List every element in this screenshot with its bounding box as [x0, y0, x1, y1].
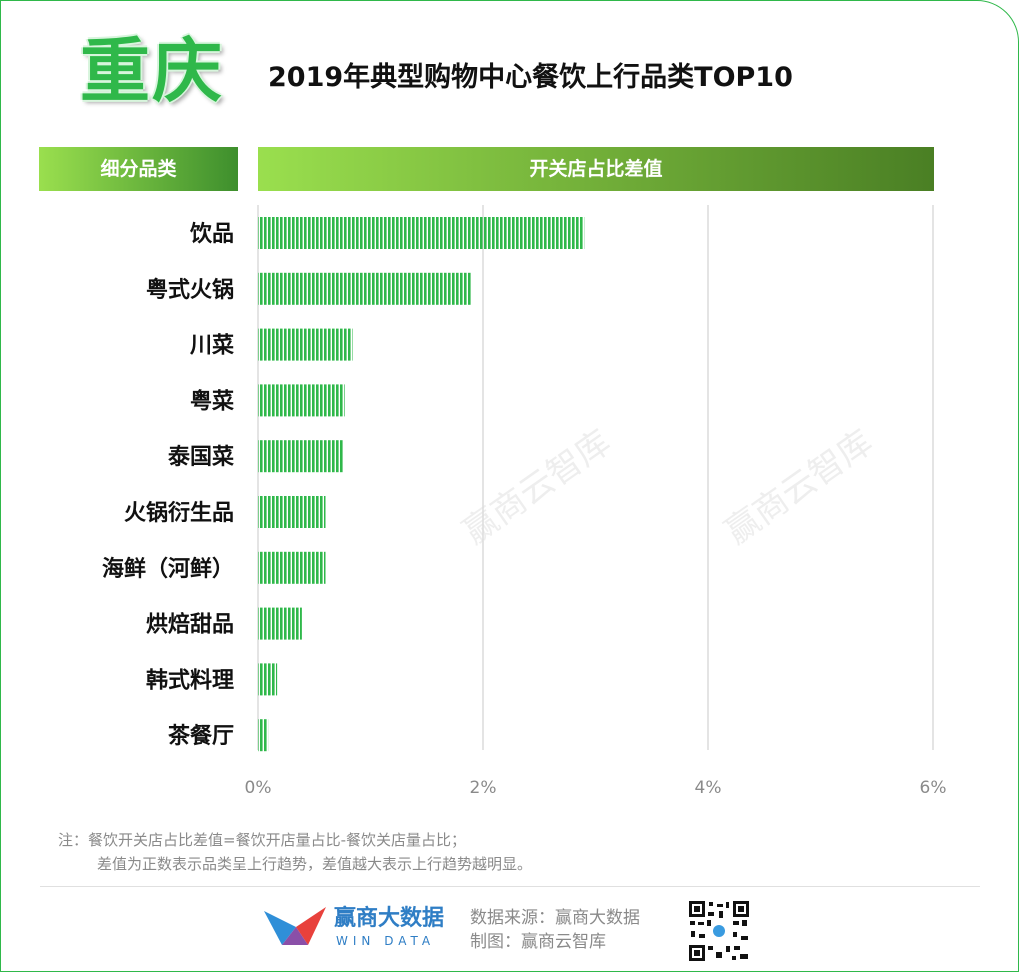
x-tick-label: 2%	[470, 778, 497, 798]
value-header: 开关店占比差值	[258, 147, 934, 191]
footer-divider	[40, 886, 980, 887]
x-tick-label: 4%	[695, 778, 722, 798]
bar	[258, 551, 326, 584]
chart-title: 2019年典型购物中心餐饮上行品类TOP10	[268, 62, 793, 93]
category-label: 韩式料理	[146, 667, 234, 693]
category-label: 川菜	[189, 334, 234, 359]
category-label: 茶餐厅	[168, 724, 234, 749]
bar	[258, 217, 585, 249]
category-label: 饮品	[189, 222, 234, 247]
brand-name: 赢商大数据	[334, 906, 445, 931]
bar	[258, 496, 326, 528]
note-line-1: 注：餐饮开关店占比差值=餐饮开店量占比-餐饮关店量占比；	[58, 831, 466, 849]
bar	[258, 272, 472, 305]
category-label: 海鲜（河鲜）	[102, 556, 234, 582]
category-label: 粤菜	[190, 388, 234, 414]
chart-maker: 制图：赢商云智库	[470, 932, 606, 952]
x-tick-label: 0%	[245, 778, 272, 798]
category-header: 细分品类	[39, 147, 238, 191]
qr-code-icon	[688, 900, 750, 962]
bar	[258, 607, 302, 640]
bar	[258, 328, 353, 361]
win-data-logo-icon	[264, 907, 326, 945]
city-title: 重庆	[80, 30, 224, 112]
note-line-2: 差值为正数表示品类呈上行趋势，差值越大表示上行趋势越明显。	[97, 855, 533, 873]
category-label: 粤式火锅	[146, 277, 234, 303]
bar	[258, 440, 344, 473]
bar	[258, 719, 269, 752]
data-source: 数据来源：赢商大数据	[470, 908, 640, 928]
category-label: 泰国菜	[167, 445, 234, 470]
x-tick-label: 6%	[920, 778, 947, 798]
category-label: 烘焙甜品	[146, 612, 234, 638]
brand-name-en: WIN DATA	[336, 934, 436, 948]
category-label: 火锅衍生品	[124, 500, 234, 526]
bar	[258, 663, 278, 696]
bar	[258, 384, 345, 417]
